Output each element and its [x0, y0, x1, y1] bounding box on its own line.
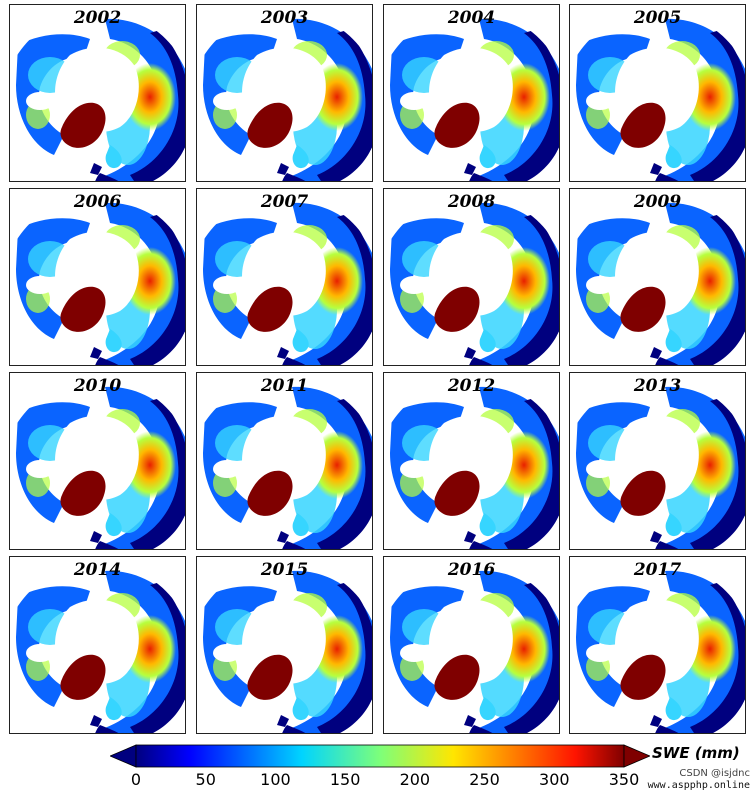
watermark-line2: www.aspphp.online [647, 780, 750, 791]
colorbar-tick-label: 50 [195, 770, 216, 789]
colorbar-extend-low [110, 744, 137, 768]
map-panel: 2014 [9, 556, 186, 734]
panel-year-label: 2012 [447, 376, 496, 396]
map-panel: 2008 [383, 188, 560, 366]
swe-map [203, 386, 372, 549]
swe-map [576, 386, 745, 549]
panel-year-label: 2006 [73, 192, 122, 212]
colorbar-gradient [135, 744, 625, 768]
map-panel: 2006 [9, 188, 186, 366]
swe-map [390, 570, 559, 733]
colorbar-tick-label: 350 [608, 770, 640, 789]
swe-map [203, 18, 372, 181]
swe-map [16, 570, 185, 733]
map-panel: 2016 [383, 556, 560, 734]
swe-map [390, 202, 559, 365]
map-panel: 2013 [569, 372, 746, 550]
colorbar-tick-label: 300 [539, 770, 570, 789]
watermark-line1: CSDN @isjdnc [679, 768, 750, 779]
panel-year-label: 2009 [633, 192, 682, 212]
map-panel: 2004 [383, 4, 560, 182]
colorbar-tick-label: 250 [469, 770, 500, 789]
colorbar-extend-high [623, 744, 650, 768]
colorbar-tick-label: 200 [399, 770, 431, 789]
swe-map [576, 570, 745, 733]
watermark: CSDN @isjdnc www.aspphp.online [648, 768, 750, 792]
map-panel: 2015 [196, 556, 373, 734]
map-panel: 2010 [9, 372, 186, 550]
map-panel: 2017 [569, 556, 746, 734]
swe-map [203, 202, 372, 365]
colorbar-tick-label: 150 [329, 770, 361, 789]
panel-year-label: 2003 [260, 8, 309, 28]
panel-year-label: 2016 [447, 560, 496, 580]
colorbar-title: SWE (mm) [652, 744, 740, 762]
map-panel: 2012 [383, 372, 560, 550]
map-panel: 2002 [9, 4, 186, 182]
swe-map [390, 18, 559, 181]
panel-year-label: 2011 [260, 376, 309, 396]
panel-year-label: 2017 [633, 560, 682, 580]
swe-map [203, 570, 372, 733]
swe-map [16, 386, 185, 549]
panel-year-label: 2015 [260, 560, 309, 580]
panel-year-label: 2004 [447, 8, 496, 28]
map-panel: 2011 [196, 372, 373, 550]
map-panel: 2007 [196, 188, 373, 366]
swe-map [16, 202, 185, 365]
map-panel: 2003 [196, 4, 373, 182]
map-panel-grid: 2002 2003 2004 2005 2006 2007 2008 2009 2010 2011… [9, 4, 746, 734]
panel-year-label: 2007 [260, 192, 309, 212]
colorbar [110, 744, 650, 768]
colorbar-tick-label: 0 [130, 770, 142, 789]
swe-map [576, 18, 745, 181]
panel-year-label: 2008 [447, 192, 496, 212]
panel-year-label: 2013 [633, 376, 682, 396]
panel-year-label: 2010 [73, 376, 122, 396]
swe-map [16, 18, 185, 181]
map-panel: 2005 [569, 4, 746, 182]
panel-year-label: 2002 [73, 8, 122, 28]
panel-year-label: 2014 [73, 560, 122, 580]
swe-map [576, 202, 745, 365]
panel-year-label: 2005 [633, 8, 682, 28]
map-panel: 2009 [569, 188, 746, 366]
colorbar-tick-label: 100 [260, 770, 291, 789]
swe-map [390, 386, 559, 549]
